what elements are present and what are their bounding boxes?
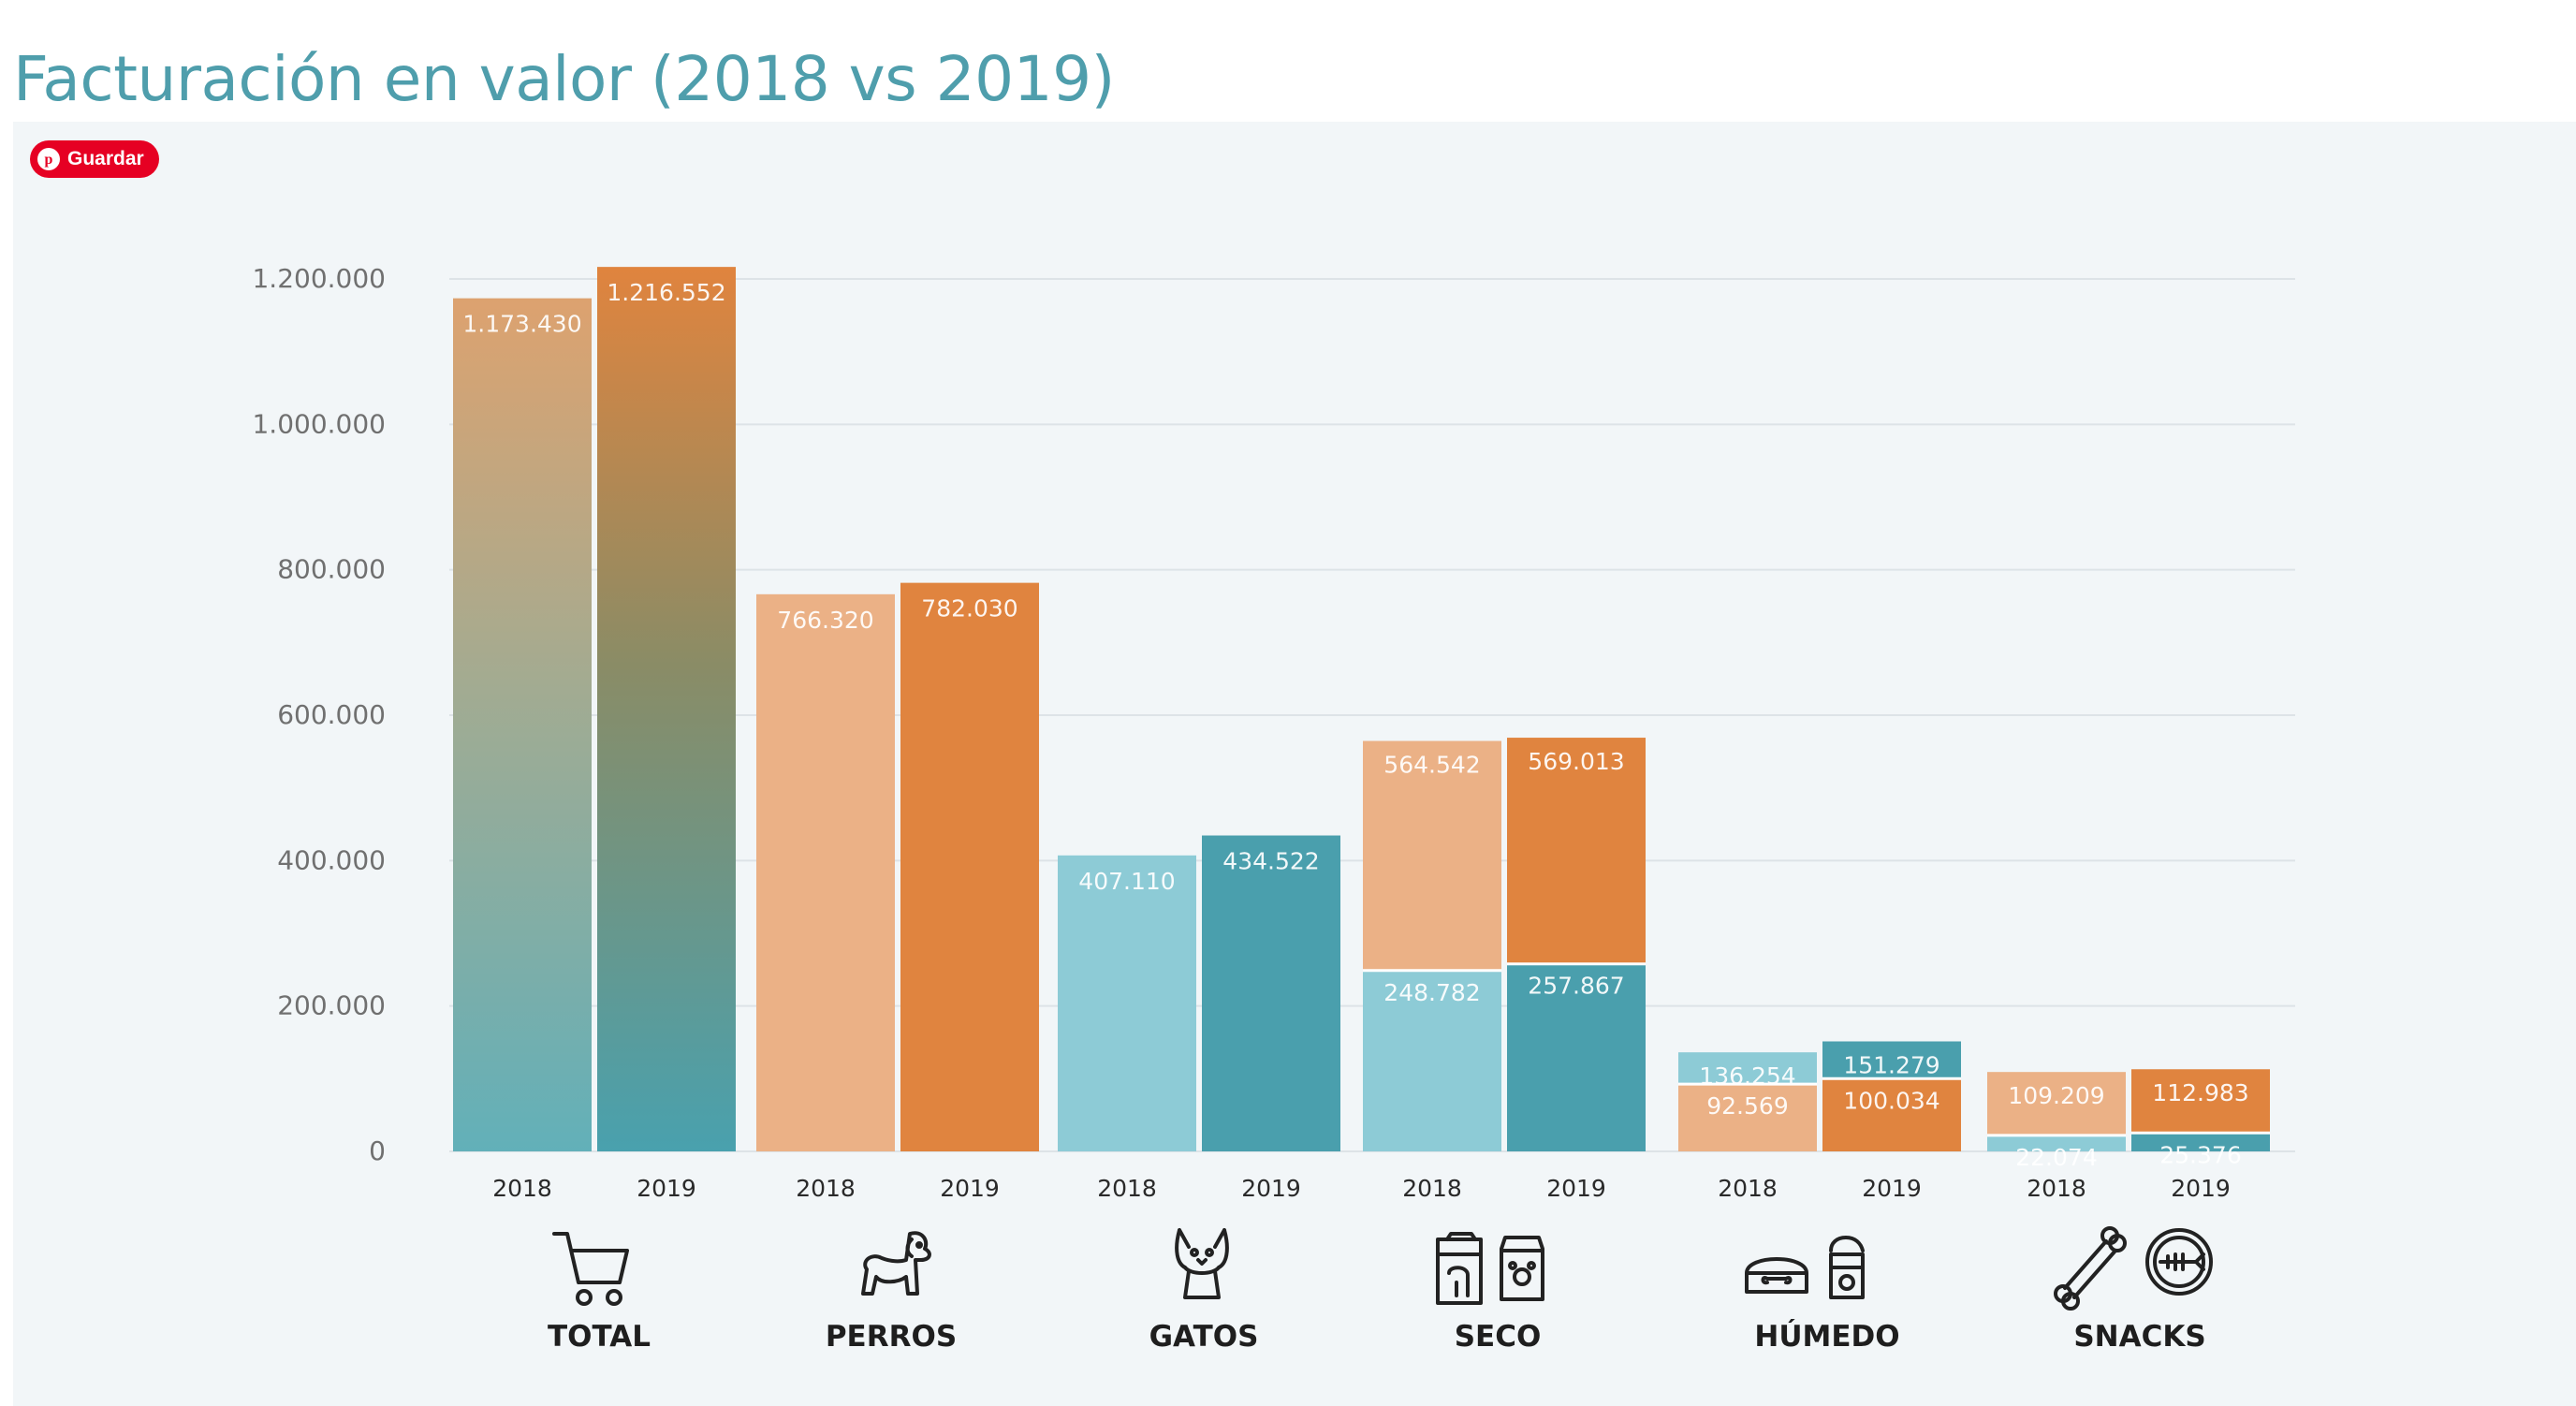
bar-segment [2131, 1133, 2270, 1151]
dry-food-icon [1436, 1232, 1544, 1305]
y-tick-label: 1.200.000 [252, 263, 386, 294]
category-label-snacks: SNACKS [2073, 1320, 2205, 1354]
bar-segment [1202, 835, 1340, 1151]
x-tick-year-label: 2018 [492, 1175, 552, 1202]
bar-data-label: 22.074 [2015, 1144, 2097, 1171]
y-axis-ticks: 0 200.000 400.000 600.000 800.000 1.000.000 1.… [252, 263, 386, 1166]
bar-data-label: 151.279 [1843, 1052, 1939, 1079]
x-tick-year-label: 2018 [1718, 1175, 1778, 1202]
bar-data-label: 782.030 [921, 595, 1017, 622]
bar-data-label: 1.173.430 [462, 311, 581, 338]
category-label-humedo: HÚMEDO [1754, 1319, 1899, 1354]
dog-icon [861, 1231, 931, 1296]
cat-icon [1175, 1228, 1229, 1299]
x-tick-year-label: 2019 [1546, 1175, 1606, 1202]
bar-segment [1678, 1052, 1817, 1085]
bar-data-label: 434.522 [1222, 848, 1319, 875]
y-tick-label: 1.000.000 [252, 408, 386, 439]
bar-data-label: 257.867 [1528, 973, 1624, 1000]
bar-segment [756, 593, 895, 1151]
x-tick-year-label: 2018 [1402, 1175, 1462, 1202]
bar-segment [1363, 970, 1501, 1151]
bar-data-label: 407.110 [1078, 868, 1175, 895]
x-tick-year-label: 2018 [1097, 1175, 1157, 1202]
bar-data-label: 766.320 [777, 607, 873, 634]
y-tick-label: 200.000 [277, 990, 386, 1021]
category-label-seco: SECO [1455, 1320, 1542, 1354]
y-tick-label: 0 [369, 1135, 386, 1166]
bar-segment [1987, 1135, 2126, 1151]
x-tick-year-label: 2019 [2171, 1175, 2231, 1202]
bar-segment [900, 582, 1039, 1151]
x-tick-year-label: 2019 [1241, 1175, 1301, 1202]
chart-panel [13, 122, 2576, 1406]
y-tick-label: 600.000 [277, 699, 386, 730]
bar-segment [1507, 738, 1646, 964]
category-label-perros: PERROS [826, 1320, 957, 1354]
bar-segment [1363, 740, 1501, 971]
save-button-label: Guardar [67, 148, 144, 169]
x-tick-year-label: 2018 [2027, 1175, 2086, 1202]
bar-segment [1058, 855, 1196, 1151]
bar-data-label: 92.569 [1706, 1092, 1788, 1120]
bar-segment [1678, 1084, 1817, 1151]
bar-segment [1822, 1041, 1961, 1079]
bar-segment [2131, 1069, 2270, 1134]
bar-data-label: 564.542 [1383, 752, 1480, 779]
bar-data-label: 1.216.552 [607, 279, 725, 306]
page-title: Facturación en valor (2018 vs 2019) [13, 43, 1115, 116]
bar-segment [1987, 1072, 2126, 1135]
bar-data-label: 136.254 [1699, 1062, 1795, 1090]
category-label-gatos: GATOS [1149, 1320, 1259, 1354]
pinterest-save-button[interactable]: p Guardar [30, 140, 159, 178]
y-tick-label: 800.000 [277, 554, 386, 585]
snacks-icon [2054, 1226, 2213, 1311]
bar-segment [1507, 963, 1646, 1151]
pinterest-icon: p [37, 148, 60, 170]
bar-segment [453, 298, 592, 1151]
x-tick-year-label: 2018 [796, 1175, 856, 1202]
bar-data-label: 569.013 [1528, 748, 1624, 775]
bar-data-label: 25.376 [2159, 1141, 2241, 1168]
category-label-total: TOTAL [548, 1320, 651, 1354]
bar-segment [597, 267, 736, 1151]
bar-labels: 1.173.430 1.216.552 766.320 782.030 407.110 4… [462, 279, 2248, 1171]
y-tick-label: 400.000 [277, 844, 386, 875]
cart-icon [552, 1232, 629, 1306]
bar-data-label: 112.983 [2152, 1079, 2248, 1106]
x-axis-labels: 2018 2019 2018 2019 2018 2019 2018 2019 2018 2019… [492, 1175, 2231, 1202]
x-tick-year-label: 2019 [637, 1175, 696, 1202]
wet-food-icon [1745, 1236, 1865, 1299]
svg-text:p: p [45, 152, 53, 168]
bar-segment [1822, 1078, 1961, 1151]
bar-data-label: 109.209 [2008, 1082, 2104, 1109]
x-tick-year-label: 2019 [1862, 1175, 1922, 1202]
bars [453, 267, 2270, 1151]
x-tick-year-label: 2019 [940, 1175, 1000, 1202]
bar-data-label: 100.034 [1843, 1087, 1939, 1114]
bar-data-label: 248.782 [1383, 979, 1480, 1006]
